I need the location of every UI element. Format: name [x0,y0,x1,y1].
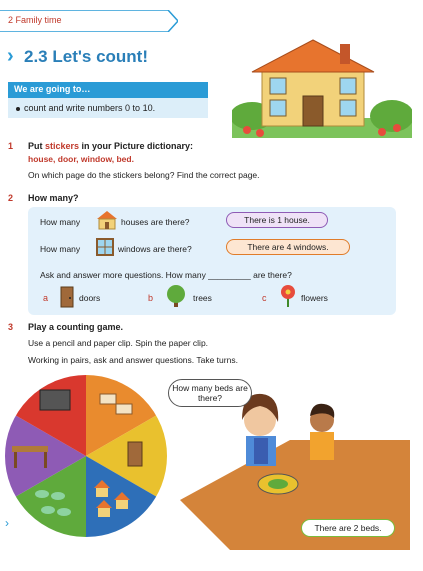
chapter-tab [0,10,178,32]
title-chevron-icon: › [7,45,14,67]
option-b-label: trees [193,293,212,303]
tree-icon [167,285,185,307]
answer-bubble-2: There are 4 windows. [226,239,350,255]
boy-speech-bubble: There are 2 beds. [301,519,395,537]
option-a-letter: a [43,293,49,303]
row2-text-a: How many [40,244,81,254]
goals-header: We are going to… [8,82,208,98]
counting-spinner [3,373,169,539]
section1-question: On which page do the stickers belong? Fi… [28,170,260,180]
section1-number: 1 [8,141,14,151]
bullet-icon [16,107,20,111]
page-title: 2.3 Let's count! [24,47,149,66]
how-many-panel [28,207,396,315]
girl-speech-bubble: How many beds are there? [168,379,252,407]
option-b-letter: b [148,293,154,303]
house-illustration [232,39,412,138]
row2-text-b: windows are there? [118,244,192,254]
option-c-letter: c [262,293,267,303]
row1-text-b: houses are there? [121,217,190,227]
page-nav-icon: › [5,516,9,530]
answer-bubble-1: There is 1 house. [226,212,328,228]
house-icon [97,211,117,230]
section1-heading: Put stickers in your Picture dictionary: [28,141,194,151]
window-icon [96,238,114,256]
row1-text-a: How many [40,217,81,227]
section1-words: house, door, window, bed. [28,154,134,164]
option-a-label: doors [79,293,101,303]
flower-icon [281,285,295,307]
section3-number: 3 [8,322,14,332]
section2-number: 2 [8,193,14,203]
section3-line2: Working in pairs, ask and answer questio… [28,355,238,365]
goals-body: count and write numbers 0 to 10. [8,98,208,118]
section3-line1: Use a pencil and paper clip. Spin the pa… [28,338,209,348]
goal-item: count and write numbers 0 to 10. [24,103,156,113]
chapter-label: 2 Family time [8,15,62,25]
door-icon [60,286,74,308]
section3-heading: Play a counting game. [28,322,124,332]
section2-heading: How many? [28,193,79,203]
option-c-label: flowers [301,293,328,303]
row3-text: Ask and answer more questions. How many … [40,270,292,280]
